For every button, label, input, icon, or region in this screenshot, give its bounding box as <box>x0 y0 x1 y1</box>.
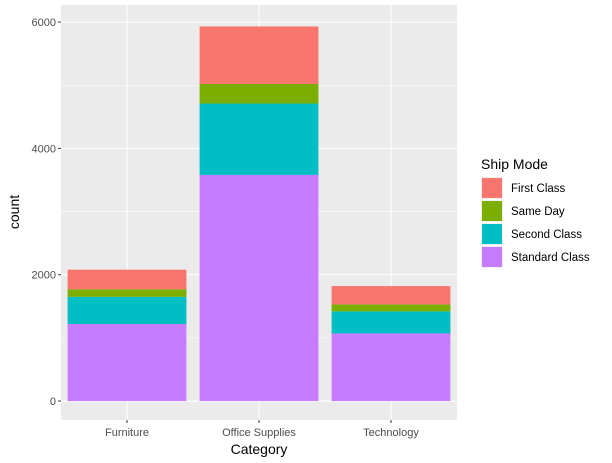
legend-key-standard-class <box>482 247 502 267</box>
legend-label-same-day: Same Day <box>511 206 565 218</box>
bars <box>67 26 451 402</box>
legend-label-standard-class: Standard Class <box>511 252 590 264</box>
legend-label-second-class: Second Class <box>511 229 582 241</box>
bar-second-class <box>331 311 451 334</box>
bar-same-day <box>67 289 187 297</box>
x-axis-title: Category <box>231 441 288 457</box>
x-tick-label: Office Supplies <box>222 427 296 439</box>
legend: Ship Mode First Class Same Day Second Clas… <box>481 156 590 268</box>
legend-key-second-class <box>482 224 502 244</box>
y-axis: 0 2000 4000 6000 <box>32 17 61 408</box>
bar-standard-class <box>199 174 319 402</box>
legend-key-same-day <box>482 201 502 221</box>
x-axis: Furniture Office Supplies Technology <box>105 420 419 439</box>
bar-first-class <box>331 286 451 305</box>
bar-same-day <box>199 83 319 104</box>
y-tick-label: 2000 <box>32 270 56 282</box>
bar-first-class <box>67 269 187 290</box>
y-axis-title: count <box>6 195 22 229</box>
legend-key-first-class <box>482 178 502 198</box>
x-tick-label: Furniture <box>105 427 149 439</box>
y-tick-label: 0 <box>50 396 56 408</box>
bar-same-day <box>331 304 451 312</box>
bar-second-class <box>67 296 187 324</box>
bar-standard-class <box>331 333 451 402</box>
bar-first-class <box>199 26 319 84</box>
y-tick-label: 4000 <box>32 143 56 155</box>
bar-standard-class <box>67 323 187 402</box>
legend-label-first-class: First Class <box>511 183 566 195</box>
bar-second-class <box>199 103 319 175</box>
x-tick-label: Technology <box>363 427 419 439</box>
legend-title: Ship Mode <box>481 156 548 172</box>
y-tick-label: 6000 <box>32 17 56 29</box>
